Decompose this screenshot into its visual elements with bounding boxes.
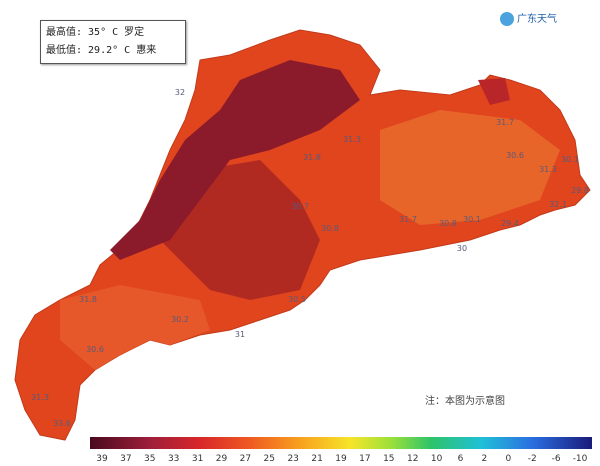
note: 注：本图为示意图 <box>425 396 505 407</box>
map-label: 31.3 <box>31 393 49 402</box>
scale-label: 29 <box>216 454 228 464</box>
map-label: 30.8 <box>439 219 457 228</box>
scale-label: -10 <box>573 454 588 464</box>
scale-label: -6 <box>552 454 561 464</box>
scale-label: 23 <box>287 454 298 464</box>
scale-label: 2 <box>482 454 488 464</box>
map-label: 30.6 <box>506 151 524 160</box>
region-west <box>60 285 210 370</box>
map-label: 30 <box>457 244 467 253</box>
scale-label: 15 <box>383 454 394 464</box>
scale-label: 0 <box>505 454 511 464</box>
map-label: 31.3 <box>539 165 557 174</box>
map-label: 30.6 <box>86 345 104 354</box>
map-label: 30.1 <box>561 155 579 164</box>
scale-label: 21 <box>311 454 322 464</box>
scale-label: 35 <box>144 454 155 464</box>
logo-text: 广东天气 <box>517 14 557 25</box>
scale-label: 27 <box>240 454 251 464</box>
scale-label: 39 <box>96 454 108 464</box>
region-east <box>380 110 560 225</box>
map-label: 30.8 <box>321 224 339 233</box>
map-label: 30.2 <box>171 315 189 324</box>
min-text: 最低值: 29.2° C 惠来 <box>46 45 157 56</box>
scale-label: 12 <box>407 454 418 464</box>
region-northeast <box>478 78 510 105</box>
scale-label: 6 <box>458 454 464 464</box>
map-label: 32 <box>175 88 185 97</box>
map-label: 31.7 <box>399 215 417 224</box>
map-label: 29.4 <box>501 219 519 228</box>
scale-label: -2 <box>528 454 537 464</box>
scale-label: 31 <box>192 454 203 464</box>
map-label: 29.8 <box>571 186 589 195</box>
map-label: 30.7 <box>291 202 309 211</box>
max-text: 最高值: 35° C 罗定 <box>46 27 145 38</box>
map-label: 31.3 <box>343 135 361 144</box>
scale-label: 25 <box>264 454 275 464</box>
scale-label: 10 <box>431 454 443 464</box>
scale-label: 33 <box>168 454 179 464</box>
map-label: 31.8 <box>303 153 321 162</box>
map-label: 30.5 <box>288 295 306 304</box>
map-label: 30.1 <box>463 215 481 224</box>
scale-label: 37 <box>120 454 131 464</box>
map-label: 31 <box>235 330 245 339</box>
map-label: 32.1 <box>549 200 567 209</box>
logo: 广东天气 <box>500 10 557 26</box>
map-label: 31.8 <box>79 295 97 304</box>
region-northwest <box>110 60 360 260</box>
scale-label: 17 <box>359 454 370 464</box>
info-box: 最高值: 35° C 罗定 最低值: 29.2° C 惠来 <box>40 20 186 64</box>
scale-label: 19 <box>335 454 347 464</box>
map-label: 33.6 <box>53 419 71 428</box>
map-label: 31.7 <box>496 118 514 127</box>
color-scale <box>90 437 592 449</box>
